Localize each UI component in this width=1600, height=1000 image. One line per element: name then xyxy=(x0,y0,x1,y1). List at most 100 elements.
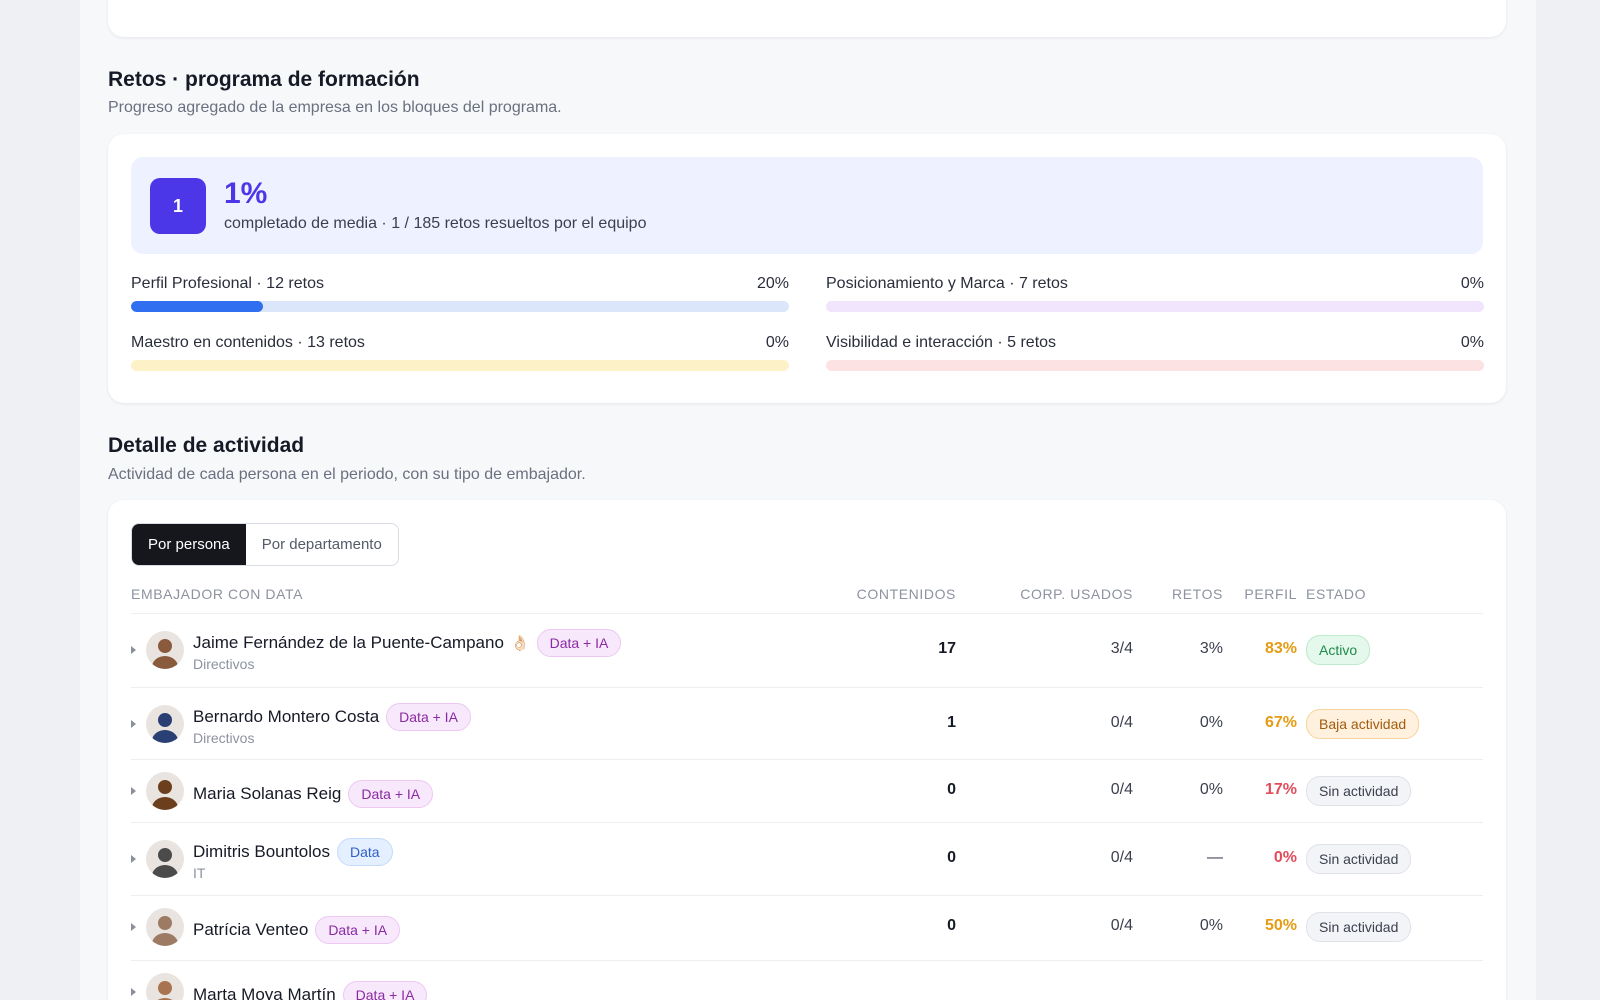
challenge-block-header: Perfil Profesional · 12 retos 20% xyxy=(131,275,789,293)
challenge-block-percent: 0% xyxy=(1460,275,1484,292)
corp-used: 0/4 xyxy=(1110,849,1133,866)
challenges-subtitle: Progreso agregado de la empresa en los b… xyxy=(108,99,562,116)
person-department: IT xyxy=(193,865,206,881)
person-name-line: Marta Moya Martín Data + IA xyxy=(193,981,428,1000)
contents-count: 0 xyxy=(947,917,956,934)
challenge-block-label: Visibilidad e interacción · 5 retos xyxy=(826,334,1057,351)
challenge-block-percent: 20% xyxy=(756,275,789,292)
challenge-block-header: Visibilidad e interacción · 5 retos 0% xyxy=(826,334,1484,352)
person-name[interactable]: Jaime Fernández de la Puente-Campano xyxy=(193,633,504,652)
column-header-retos[interactable]: RETOS xyxy=(1172,586,1223,602)
corp-used: 3/4 xyxy=(1110,640,1133,657)
challenge-block-header: Posicionamiento y Marca · 7 retos 0% xyxy=(826,275,1484,293)
corp-used: 0/4 xyxy=(1110,917,1133,934)
person-name[interactable]: Marta Moya Martín xyxy=(193,985,336,1000)
status-badge: Sin actividad xyxy=(1306,912,1412,942)
person-name-line: Dimitris Bountolos Data xyxy=(193,838,393,866)
ambassador-type-tag: Data + IA xyxy=(348,780,434,808)
perfil-percent: 17% xyxy=(1264,781,1297,798)
corp-used: 0/4 xyxy=(1110,781,1133,798)
challenge-progress-track xyxy=(131,360,789,371)
column-header-estado[interactable]: ESTADO xyxy=(1306,586,1367,602)
avatar xyxy=(146,772,184,810)
expand-caret-icon[interactable] xyxy=(131,787,136,795)
ok-hand-icon: 👌🏻 xyxy=(510,635,530,652)
person-department: Directivos xyxy=(193,730,255,746)
person-name-line: Maria Solanas Reig Data + IA xyxy=(193,780,434,808)
expand-caret-icon[interactable] xyxy=(131,720,136,728)
perfil-percent: 50% xyxy=(1264,917,1297,934)
challenge-progress-track xyxy=(826,360,1484,371)
retos-percent: 0% xyxy=(1199,917,1223,934)
status-badge: Sin actividad xyxy=(1306,844,1412,874)
contents-count: 1 xyxy=(947,714,956,731)
avatar xyxy=(146,631,184,669)
ambassador-type-tag: Data + IA xyxy=(386,703,471,731)
summary-percent: 1% xyxy=(224,177,268,210)
contents-count: 17 xyxy=(938,640,956,657)
challenge-block: Posicionamiento y Marca · 7 retos 0% xyxy=(826,275,1484,312)
ambassador-type-tag: Data + IA xyxy=(315,916,401,944)
challenge-progress-track xyxy=(131,301,789,312)
challenge-block-label: Posicionamiento y Marca · 7 retos xyxy=(826,275,1068,292)
avatar xyxy=(146,840,184,878)
person-name[interactable]: Dimitris Bountolos xyxy=(193,842,330,861)
expand-caret-icon[interactable] xyxy=(131,923,136,931)
challenge-progress-track xyxy=(826,301,1484,312)
person-name[interactable]: Patrícia Venteo xyxy=(193,920,309,939)
summary-text: completado de media · 1 / 185 retos resu… xyxy=(224,215,647,232)
table-row[interactable]: Bernardo Montero Costa Data + IA Directivo… xyxy=(131,687,1483,759)
challenge-block-percent: 0% xyxy=(765,334,789,351)
retos-percent: 3% xyxy=(1199,640,1223,657)
challenges-summary: 1 1% completado de media · 1 / 185 retos… xyxy=(131,157,1483,254)
summary-badge: 1 xyxy=(150,178,206,234)
previous-card xyxy=(108,0,1506,37)
expand-caret-icon[interactable] xyxy=(131,855,136,863)
table-row[interactable]: Patrícia Venteo Data + IA 0 0/4 0% 50% Sin act… xyxy=(131,895,1483,960)
challenge-block-percent: 0% xyxy=(1460,334,1484,351)
challenges-card: 1 1% completado de media · 1 / 185 retos… xyxy=(108,134,1506,403)
status-badge: Baja actividad xyxy=(1306,709,1420,739)
person-name-line: Patrícia Venteo Data + IA xyxy=(193,916,401,944)
perfil-percent: 67% xyxy=(1264,714,1297,731)
column-header-perfil[interactable]: PERFIL xyxy=(1244,586,1297,602)
avatar xyxy=(146,973,184,1000)
tab-por-departamento[interactable]: Por departamento xyxy=(261,536,382,553)
perfil-percent: 0% xyxy=(1273,849,1297,866)
table-row[interactable]: Jaime Fernández de la Puente-Campano 👌🏻 Da… xyxy=(131,613,1483,687)
ambassador-type-tag: Data + IA xyxy=(342,981,428,1000)
person-name[interactable]: Maria Solanas Reig xyxy=(193,784,342,803)
expand-caret-icon[interactable] xyxy=(131,646,136,654)
challenge-block: Maestro en contenidos · 13 retos 0% xyxy=(131,334,789,371)
person-name-line: Jaime Fernández de la Puente-Campano 👌🏻 Da… xyxy=(193,629,622,657)
challenge-block-label: Perfil Profesional · 12 retos xyxy=(131,275,324,292)
column-header-corp[interactable]: CORP. USADOS xyxy=(1020,586,1133,602)
person-department: Directivos xyxy=(193,656,255,672)
column-header-contents[interactable]: CONTENIDOS xyxy=(856,586,956,602)
challenge-block-header: Maestro en contenidos · 13 retos 0% xyxy=(131,334,789,352)
activity-subtitle: Actividad de cada persona en el periodo,… xyxy=(108,466,586,483)
challenge-block: Perfil Profesional · 12 retos 20% xyxy=(131,275,789,312)
table-row[interactable]: Maria Solanas Reig Data + IA 0 0/4 0% 17% Sin … xyxy=(131,759,1483,822)
ambassador-type-tag: Data + IA xyxy=(536,629,622,657)
retos-percent: 0% xyxy=(1199,781,1223,798)
status-badge: Sin actividad xyxy=(1306,776,1412,806)
column-header-ambassador[interactable]: EMBAJADOR CON DATA xyxy=(131,586,304,602)
avatar xyxy=(146,908,184,946)
expand-caret-icon[interactable] xyxy=(131,988,136,996)
person-name-line: Bernardo Montero Costa Data + IA xyxy=(193,703,471,731)
table-row[interactable]: Marta Moya Martín Data + IA xyxy=(131,960,1483,1000)
retos-percent: — xyxy=(1207,849,1223,866)
challenge-block-label: Maestro en contenidos · 13 retos xyxy=(131,334,365,351)
tab-por-persona[interactable]: Por persona xyxy=(132,524,246,565)
retos-percent: 0% xyxy=(1199,714,1223,731)
challenge-progress-fill xyxy=(131,301,263,312)
status-badge: Activo xyxy=(1306,635,1371,665)
table-row[interactable]: Dimitris Bountolos Data IT 0 0/4 — 0% Sin activ… xyxy=(131,822,1483,895)
view-tabs: Por persona Por departamento xyxy=(131,523,399,566)
person-name[interactable]: Bernardo Montero Costa xyxy=(193,707,380,726)
challenges-title: Retos · programa de formación xyxy=(108,68,420,91)
avatar xyxy=(146,705,184,743)
contents-count: 0 xyxy=(947,849,956,866)
corp-used: 0/4 xyxy=(1110,714,1133,731)
